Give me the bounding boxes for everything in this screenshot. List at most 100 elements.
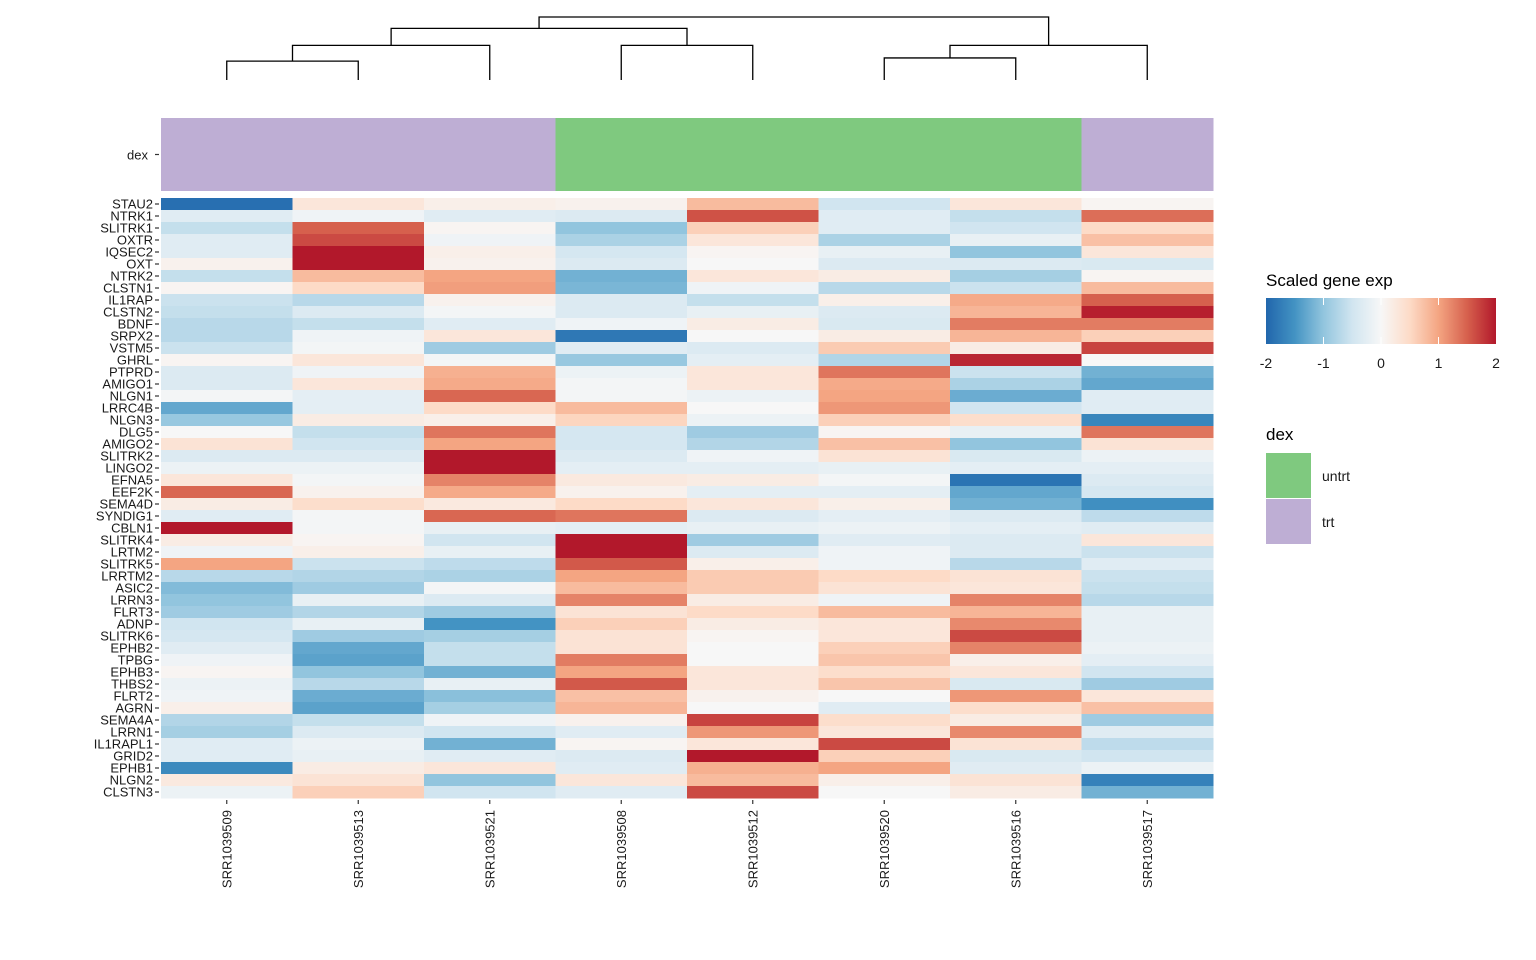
heatmap-cell xyxy=(818,738,951,751)
heatmap-cell xyxy=(555,378,688,391)
heatmap-cell xyxy=(687,198,819,211)
heatmap-cell xyxy=(818,318,951,331)
heatmap-cell xyxy=(1081,654,1214,667)
heatmap-cell xyxy=(161,498,293,511)
heatmap-cell xyxy=(292,522,425,535)
dendrogram-branch xyxy=(291,44,491,80)
annotation-cell xyxy=(687,118,819,191)
heatmap-cell xyxy=(818,438,951,451)
column-label: SRR1039520 xyxy=(877,810,892,888)
heatmap-cell xyxy=(555,726,688,739)
heatmap-cell xyxy=(818,618,951,631)
heatmap-cell xyxy=(424,594,556,607)
row-label: AGRN xyxy=(115,701,153,716)
heatmap-cell xyxy=(1081,702,1214,715)
heatmap-cell xyxy=(818,378,951,391)
dendrogram-branch xyxy=(390,27,688,46)
heatmap-cell xyxy=(687,414,819,427)
heatmap-cell xyxy=(555,402,688,415)
heatmap-cell xyxy=(687,462,819,475)
heatmap-cell xyxy=(1081,270,1214,283)
heatmap-cell xyxy=(161,786,293,799)
heatmap-cell xyxy=(687,558,819,571)
heatmap-cell xyxy=(555,690,688,703)
heatmap-cell xyxy=(1081,390,1214,403)
row-label: SYNDIG1 xyxy=(96,509,153,524)
heatmap-cell xyxy=(161,462,293,475)
heatmap-cell xyxy=(1081,618,1214,631)
heatmap-cell xyxy=(424,354,556,367)
heatmap-cell xyxy=(818,366,951,379)
heatmap-cell xyxy=(555,630,688,643)
row-label: SRPX2 xyxy=(110,329,153,344)
heatmap-cell xyxy=(555,438,688,451)
heatmap-cell xyxy=(292,402,425,415)
heatmap-cell xyxy=(292,786,425,799)
heatmap-cell xyxy=(818,198,951,211)
heatmap-cell xyxy=(555,234,688,247)
heatmap-cell xyxy=(292,426,425,439)
heatmap-cell xyxy=(1081,630,1214,643)
heatmap-cell xyxy=(687,330,819,343)
heatmap-cell xyxy=(424,726,556,739)
heatmap-cell xyxy=(687,786,819,799)
heatmap-cell xyxy=(161,330,293,343)
heatmap-cell xyxy=(424,366,556,379)
heatmap-cell xyxy=(161,198,293,211)
heatmap-cell xyxy=(424,654,556,667)
heatmap-cell xyxy=(292,414,425,427)
heatmap-cell xyxy=(555,474,688,487)
heatmap-cell xyxy=(818,666,951,679)
heatmap-cell xyxy=(950,546,1082,559)
heatmap-cell xyxy=(950,390,1082,403)
heatmap-cell xyxy=(950,678,1082,691)
heatmap-cell xyxy=(818,534,951,547)
row-label: CLSTN2 xyxy=(103,305,153,320)
heatmap-cell xyxy=(950,726,1082,739)
heatmap-cell xyxy=(687,270,819,283)
heatmap-cell xyxy=(161,306,293,319)
heatmap-cell xyxy=(950,318,1082,331)
heatmap-cell xyxy=(424,474,556,487)
row-label: NTRK1 xyxy=(110,209,153,224)
heatmap-cell xyxy=(555,510,688,523)
heatmap-cell xyxy=(161,294,293,307)
heatmap-cell xyxy=(292,510,425,523)
row-label: NLGN2 xyxy=(110,773,153,788)
column-label: SRR1039516 xyxy=(1008,810,1023,888)
heatmap-cell xyxy=(950,690,1082,703)
heatmap-cell xyxy=(555,354,688,367)
heatmap-cell xyxy=(950,750,1082,763)
heatmap-cell xyxy=(818,750,951,763)
row-label: TPBG xyxy=(118,653,153,668)
heatmap-cell xyxy=(424,714,556,727)
heatmap-cell xyxy=(424,246,556,259)
heatmap-cell xyxy=(687,342,819,355)
heatmap-cell xyxy=(1081,450,1214,463)
column-label: SRR1039512 xyxy=(745,810,760,888)
heatmap-cell xyxy=(161,702,293,715)
heatmap-cell xyxy=(950,354,1082,367)
heatmap-cell xyxy=(950,534,1082,547)
heatmap-cell xyxy=(555,222,688,235)
heatmap-cell xyxy=(687,246,819,259)
row-label: SLITRK5 xyxy=(100,557,153,572)
heatmap-cell xyxy=(687,714,819,727)
heatmap-cell xyxy=(950,498,1082,511)
heatmap-cell xyxy=(1081,426,1214,439)
heatmap-cell xyxy=(292,702,425,715)
annotation-legend-title: dex xyxy=(1266,425,1294,444)
heatmap-cell xyxy=(424,702,556,715)
heatmap-cell xyxy=(161,630,293,643)
heatmap-cell xyxy=(161,246,293,259)
heatmap-cell xyxy=(555,246,688,259)
heatmap-cells xyxy=(161,198,1214,799)
heatmap-cell xyxy=(950,762,1082,775)
heatmap-cell xyxy=(424,546,556,559)
heatmap-cell xyxy=(687,390,819,403)
heatmap-cell xyxy=(292,738,425,751)
heatmap-cell xyxy=(555,606,688,619)
heatmap-cell xyxy=(555,366,688,379)
heatmap-cell xyxy=(818,258,951,271)
row-label: EFNA5 xyxy=(111,473,153,488)
